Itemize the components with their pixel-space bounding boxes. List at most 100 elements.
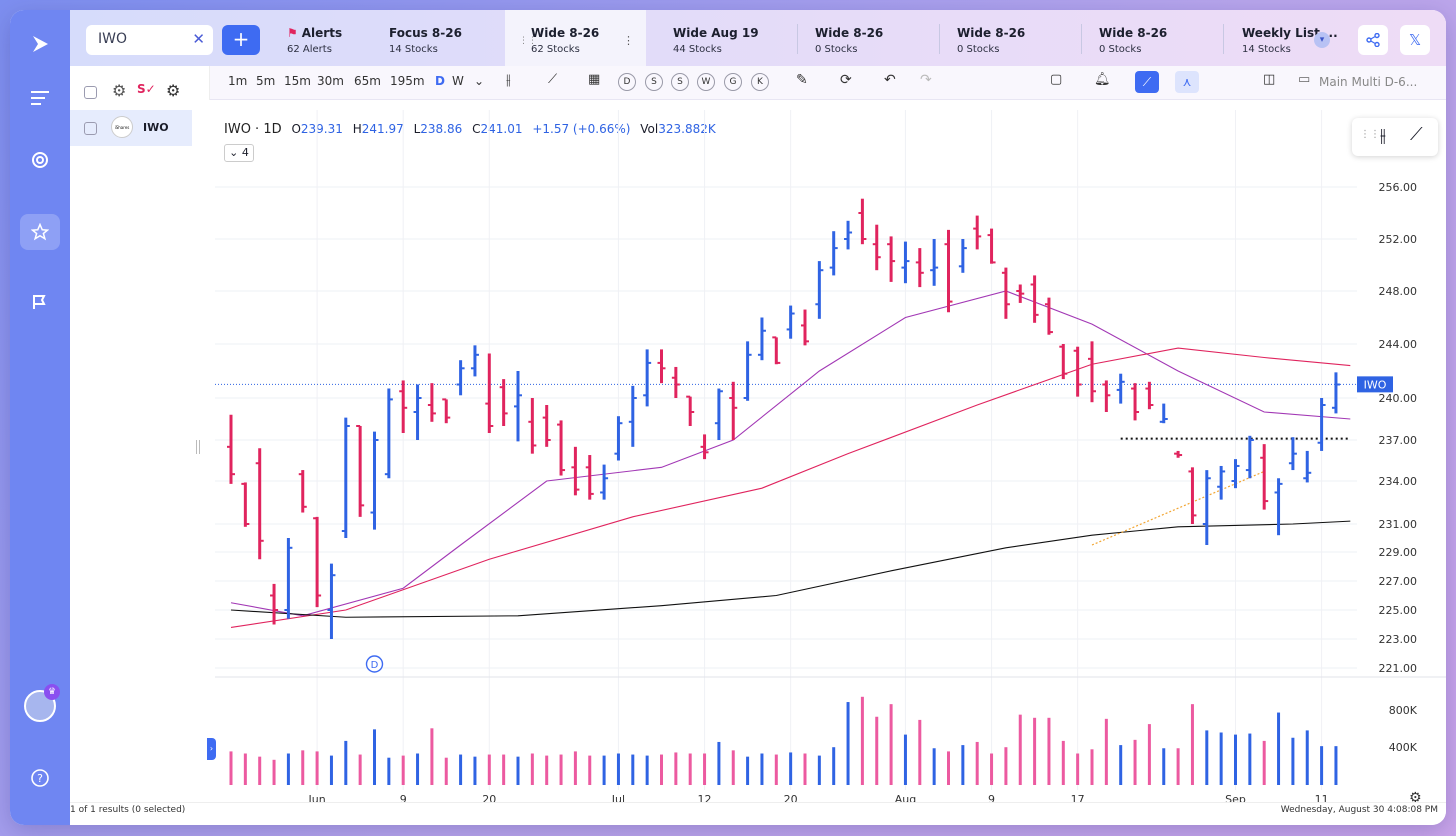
circle-s-button[interactable]: S [645, 73, 663, 91]
ma_fast-line [230, 290, 1351, 617]
help-icon[interactable]: ? [20, 760, 60, 796]
y-tick-label: 231.00 [1379, 518, 1418, 531]
chart-style-button[interactable]: ⟋ [1135, 71, 1159, 93]
volume-bar [774, 754, 778, 785]
legend-open-label: O [291, 122, 301, 136]
indicators-icon[interactable]: ⟋ [548, 72, 558, 87]
columns-settings-icon[interactable]: ⚙ [166, 81, 181, 100]
radar-icon[interactable] [20, 142, 60, 178]
interval-65m[interactable]: 65m [354, 74, 381, 88]
volume-pane-toggle[interactable]: › [207, 738, 216, 760]
volume-bar [502, 754, 506, 785]
trendline-tool-icon[interactable]: ⟋ [1410, 124, 1423, 145]
candlestick-tool-icon[interactable]: ⫲ [1380, 125, 1386, 146]
interval-1m[interactable]: 1m [228, 74, 248, 88]
symbol-search-input[interactable]: IWO ✕ [86, 25, 213, 55]
interval-15m[interactable]: 15m [284, 74, 311, 88]
drawing-pen-icon[interactable]: ✎ [796, 72, 808, 88]
interval-w[interactable]: W [452, 74, 464, 88]
tab-wide-8-26-b[interactable]: Wide 8-26 0 Stocks [815, 26, 884, 55]
bar-type-icon[interactable]: ⫲ [506, 72, 511, 88]
volume-bar [1004, 747, 1008, 785]
indicator-collapse-button[interactable]: ⌄ 4 [224, 144, 254, 162]
volume-bar [545, 755, 549, 785]
volume-bar [416, 753, 420, 785]
screenshot-icon[interactable]: ◫ [1263, 72, 1276, 87]
app-logo-icon[interactable] [20, 26, 60, 62]
alerts-flag-icon[interactable] [20, 284, 60, 320]
redo-icon[interactable]: ↷ [920, 72, 932, 88]
event-marker-label: D [371, 660, 379, 671]
volume-bar [1219, 732, 1223, 785]
legend-low-label: L [413, 122, 421, 136]
legend-vol-label: Vol [640, 122, 659, 136]
circle-d-button[interactable]: D [618, 73, 636, 91]
row-checkbox[interactable] [84, 122, 97, 135]
row-symbol: IWO [143, 121, 169, 134]
tab-wide-8-26-d[interactable]: Wide 8-26 0 Stocks [1099, 26, 1168, 55]
watchlist-star-icon[interactable] [20, 214, 60, 250]
refresh-icon[interactable]: ⟳ [840, 72, 852, 88]
chart-legend: IWO · 1D O239.31 H241.97 L238.86 C241.01… [224, 122, 716, 137]
volume-bar [975, 741, 979, 785]
volume-bar [1076, 753, 1080, 785]
y-tick-label: 248.00 [1379, 285, 1418, 298]
x-tick-label: Aug [895, 793, 916, 802]
layout-grid-icon[interactable]: ▦ [588, 72, 601, 87]
price-chart[interactable]: Jun 9 20 Jul 12 20 Aug 9 17 Sep 11 256.00 252.00 248.… [207, 100, 1446, 802]
tabs-overflow-icon[interactable]: ▾ [1314, 32, 1330, 48]
drag-handle-icon[interactable]: ⋮⋮ [519, 36, 537, 46]
compare-button[interactable]: ⋏ [1175, 71, 1199, 93]
volume-bar [473, 756, 477, 785]
volume-bar [760, 753, 764, 785]
tab-alerts[interactable]: ⚑ Alerts 62 Alerts [287, 26, 343, 55]
x-tick-label: Jun [308, 793, 326, 802]
volume-bar [1104, 718, 1108, 785]
indicator-count: 4 [241, 146, 249, 159]
tab-menu-icon[interactable]: ⋮ [623, 34, 634, 47]
interval-dropdown-icon[interactable]: ⌄ [474, 74, 485, 88]
layout-name[interactable]: Main Multi D-6... [1319, 75, 1418, 89]
tab-weekly-list[interactable]: Weekly List ... 14 Stocks [1242, 26, 1338, 55]
tab-wide-8-26-c[interactable]: Wide 8-26 0 Stocks [957, 26, 1026, 55]
volume-bar [344, 740, 348, 785]
interval-195m[interactable]: 195m [390, 74, 425, 88]
ishares-logo: iShares [111, 116, 133, 138]
x-share-button[interactable]: 𝕏 [1400, 25, 1430, 55]
clear-icon[interactable]: ✕ [192, 30, 205, 48]
circle-w-button[interactable]: W [697, 73, 715, 91]
add-tab-button[interactable]: + [222, 25, 260, 55]
sector-icon[interactable]: S✓ [137, 82, 156, 96]
circle-k-button[interactable]: K [751, 73, 769, 91]
volume-bar [961, 745, 965, 785]
list-item[interactable]: iShares IWO [70, 110, 192, 146]
share-button[interactable] [1358, 25, 1388, 55]
calendar-icon[interactable]: ▢ [1050, 72, 1063, 87]
menu-icon[interactable] [20, 80, 60, 116]
volume-bar [301, 750, 305, 785]
tab-wide-aug-19[interactable]: Wide Aug 19 44 Stocks [673, 26, 759, 55]
volume-bar [903, 734, 907, 785]
circle-g-button[interactable]: G [724, 73, 742, 91]
volume-bar [703, 753, 707, 785]
undo-icon[interactable]: ↶ [884, 72, 896, 88]
left-nav: ♛ ? [10, 10, 70, 825]
panel-resize-handle[interactable] [196, 440, 200, 454]
select-all-checkbox[interactable] [84, 86, 97, 99]
interval-5m[interactable]: 5m [256, 74, 276, 88]
folder-icon[interactable]: ▭ [1298, 72, 1311, 87]
volume-bar [1061, 740, 1065, 785]
interval-30m[interactable]: 30m [317, 74, 344, 88]
volume-bar [889, 704, 893, 785]
tab-wide-8-26-active[interactable]: Wide 8-26 62 Stocks ⋮⋮ ⋮ [505, 10, 646, 66]
drag-handle-icon[interactable]: ⋮⋮ [1360, 129, 1380, 140]
circle-s2-button[interactable]: S [671, 73, 689, 91]
interval-d[interactable]: D [435, 74, 445, 88]
volume-bar [1147, 724, 1151, 785]
settings-icon[interactable]: ⚙ [112, 81, 127, 100]
volume-bar [588, 755, 592, 785]
volume-bar [243, 753, 247, 785]
alert-bell-icon[interactable]: 🔔︎ [1094, 72, 1111, 87]
tab-focus-8-26[interactable]: Focus 8-26 14 Stocks [389, 26, 462, 55]
volume-bar [660, 754, 663, 785]
